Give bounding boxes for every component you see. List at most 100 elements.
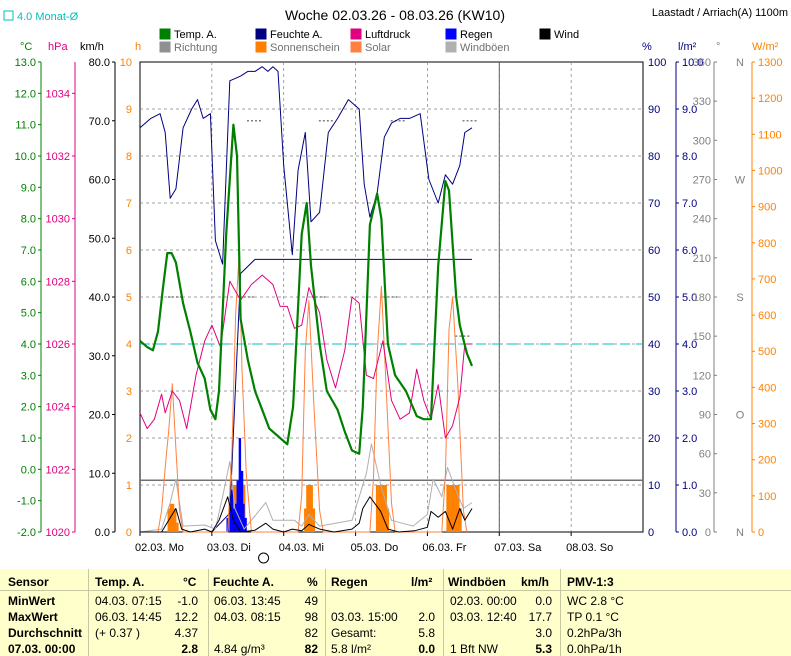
sun-tick-label: 0 xyxy=(126,527,132,539)
sunshine-bar xyxy=(174,508,177,532)
stats-table: Sensor Temp. A. °C Feuchte A. % Regen l/… xyxy=(0,569,791,656)
pressure-tick-label: 1022 xyxy=(46,464,70,476)
legend-label: Wind xyxy=(554,29,579,41)
legend-label: Sonnenschein xyxy=(270,42,340,54)
wind-tick-label: 60.0 xyxy=(89,175,110,187)
sunshine-bar xyxy=(459,508,462,532)
humidity-tick-label: 70 xyxy=(648,198,660,210)
axis-unit-label: °C xyxy=(20,41,32,53)
sun-tick-label: 1 xyxy=(126,480,132,492)
direction-tick-letter: S xyxy=(736,292,743,304)
direction-tick-label: 120 xyxy=(693,370,711,382)
stats-cell-g-val: 0.0 xyxy=(535,594,552,608)
axis-unit-label: % xyxy=(642,41,652,53)
temp-tick-label: 1.0 xyxy=(21,433,36,445)
direction-tick-label: 90 xyxy=(699,410,711,422)
humidity-tick-label: 20 xyxy=(648,433,660,445)
solar-tick-label: 400 xyxy=(758,382,776,394)
legend-swatch xyxy=(350,28,362,40)
weather-chart: Woche 02.03.26 - 08.03.26 (KW10) Laastadt… xyxy=(3,7,788,564)
legend-swatch xyxy=(539,28,551,40)
pressure-tick-label: 1020 xyxy=(46,527,70,539)
stats-cell-h-date: 04.03. 08:15 xyxy=(214,610,281,624)
stats-cell-label: 07.03. 00:00 xyxy=(8,642,76,656)
luftdruck-line xyxy=(139,274,472,439)
legend-label: Luftdruck xyxy=(365,29,411,41)
humidity-tick-label: 0 xyxy=(648,527,654,539)
temp-tick-label: 10.0 xyxy=(15,151,36,163)
sunshine-bar xyxy=(450,485,454,532)
sunshine-bar xyxy=(454,485,458,532)
rain-tick-label: 9.0 xyxy=(682,104,697,116)
humidity-tick-label: 10 xyxy=(648,480,660,492)
axis-unit-label: hPa xyxy=(48,41,68,53)
legend-label: Richtung xyxy=(174,42,217,54)
stats-header-gust-unit: km/h xyxy=(521,575,550,589)
rain-tick-label: 1.0 xyxy=(682,480,697,492)
rain-tick-label: 6.0 xyxy=(682,245,697,257)
stats-header-rain: Regen xyxy=(331,575,368,589)
stats-cell-h-date: 4.84 g/m³ xyxy=(214,642,265,656)
pressure-tick-label: 1028 xyxy=(46,276,70,288)
stats-header-sensor: Sensor xyxy=(8,575,49,589)
stats-cell-g-val: 5.3 xyxy=(535,642,552,656)
sun-tick-label: 4 xyxy=(126,339,132,351)
stats-cell-label: MinWert xyxy=(8,594,56,608)
stats-cell-g-date: 03.03. 12:40 xyxy=(450,610,517,624)
direction-tick-label: 60 xyxy=(699,449,711,461)
stats-cell-g-val: 3.0 xyxy=(535,626,552,640)
windb-en-line xyxy=(139,443,473,533)
wind-tick-label: 10.0 xyxy=(89,468,110,480)
stats-cell-h-val: 82 xyxy=(304,626,318,640)
direction-tick-letter: N xyxy=(736,57,744,69)
stats-cell-r-val: 2.0 xyxy=(418,610,435,624)
axis-unit-label: W/m² xyxy=(752,41,779,53)
temp-tick-label: 2.0 xyxy=(21,402,36,414)
solar-tick-label: 1100 xyxy=(758,129,782,141)
wind-tick-label: 20.0 xyxy=(89,410,110,422)
direction-tick-label: 30 xyxy=(699,488,711,500)
solar-tick-label: 100 xyxy=(758,491,776,503)
stats-cell-p-val: TP 0.1 °C xyxy=(567,610,619,624)
day-label: 03.03. Di xyxy=(207,542,251,554)
temp-tick-label: 6.0 xyxy=(21,276,36,288)
pressure-tick-label: 1026 xyxy=(46,339,70,351)
chart-title: Woche 02.03.26 - 08.03.26 (KW10) xyxy=(285,7,505,23)
direction-tick-letter: N xyxy=(736,527,744,539)
stats-cell-r-val: 0.0 xyxy=(418,642,435,656)
solar-tick-label: 900 xyxy=(758,202,776,214)
cursor-marker xyxy=(258,552,270,564)
wind-tick-label: 0.0 xyxy=(95,527,110,539)
day-label: 04.03. Mi xyxy=(279,542,324,554)
temp-a-line xyxy=(139,123,474,455)
sunshine-bar xyxy=(169,503,173,532)
sunshine-bar xyxy=(452,485,456,532)
temp-tick-label: 13.0 xyxy=(15,57,36,69)
sunshine-bar xyxy=(308,485,311,532)
wind-tick-label: 70.0 xyxy=(89,116,110,128)
stats-cell-p-val: WC 2.8 °C xyxy=(567,594,624,608)
rain-bar xyxy=(240,470,244,532)
stats-cell-g-val: 17.7 xyxy=(528,610,552,624)
solar-tick-label: 700 xyxy=(758,274,776,286)
legend-label: Regen xyxy=(460,29,492,41)
pressure-tick-label: 1030 xyxy=(46,214,70,226)
legend-swatch xyxy=(255,28,267,40)
sunshine-bar xyxy=(380,485,383,532)
stats-header-temp-unit: °C xyxy=(183,575,197,589)
stats-cell-p-val: 0.0hPa/1h xyxy=(567,642,622,656)
direction-tick-label: 210 xyxy=(693,253,711,265)
sun-tick-label: 7 xyxy=(126,198,132,210)
sunshine-bar xyxy=(446,485,449,532)
temp-tick-label: -2.0 xyxy=(17,527,36,539)
solar-tick-label: 0 xyxy=(758,527,764,539)
rain-bar xyxy=(244,517,247,532)
direction-tick-label: 180 xyxy=(693,292,711,304)
stats-cell-label: Durchschnitt xyxy=(8,626,83,640)
temp-tick-label: 11.0 xyxy=(15,120,36,132)
day-label: 08.03. So xyxy=(566,542,613,554)
wind-tick-label: 50.0 xyxy=(89,233,110,245)
axis-unit-label: h xyxy=(135,41,141,53)
stats-cell-t-date: 06.03. 14:45 xyxy=(95,610,162,624)
